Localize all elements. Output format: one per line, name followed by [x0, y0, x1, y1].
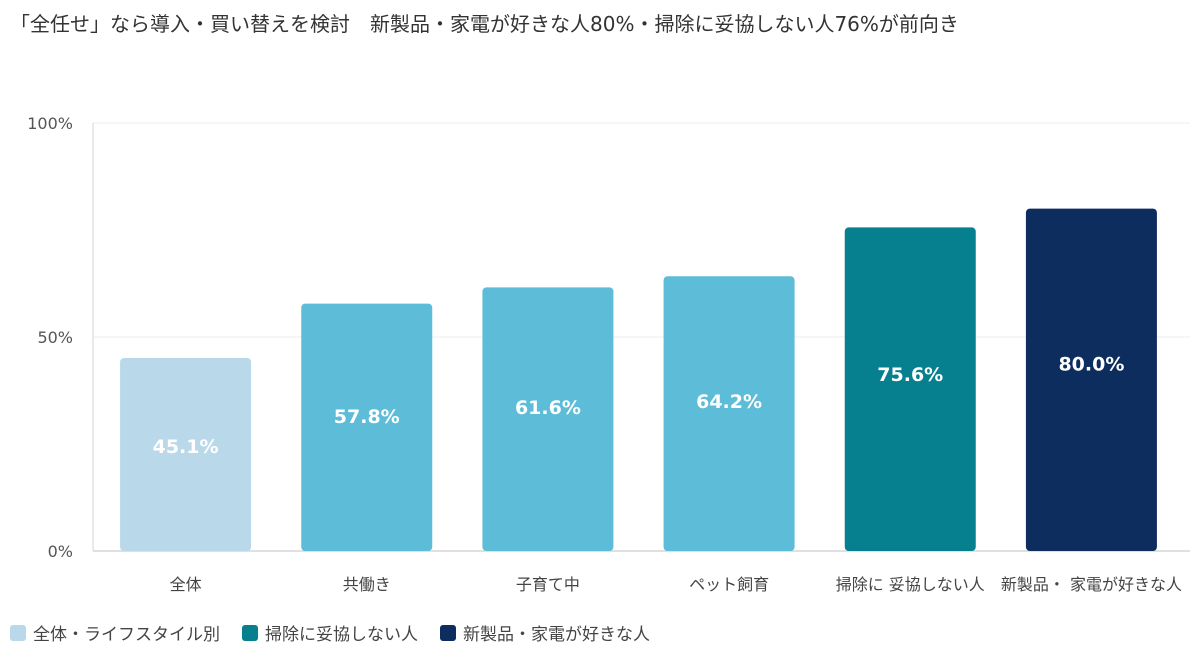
- bar[interactable]: [482, 287, 614, 551]
- bar-value-label: 57.8%: [334, 406, 400, 428]
- bar-value-label: 45.1%: [153, 436, 219, 458]
- chart-title: 「全任せ」なら導入・買い替えを検討 新製品・家電が好きな人80%・掃除に妥協しな…: [10, 12, 959, 36]
- legend-swatch: [242, 624, 258, 641]
- x-tick-label: 掃除に 妥協しない人: [836, 575, 985, 594]
- y-tick-label: 100%: [27, 114, 73, 133]
- legend-label: 全体・ライフスタイル別: [33, 625, 220, 645]
- x-tick-label: 全体: [170, 575, 202, 594]
- legend-item-cleaning[interactable]: 掃除に妥協しない人: [242, 620, 418, 645]
- legend-label: 新製品・家電が好きな人: [463, 625, 650, 645]
- x-tick-label: ペット飼育: [689, 575, 769, 594]
- legend-swatch: [10, 624, 26, 641]
- bar-value-label: 61.6%: [515, 397, 581, 419]
- bar[interactable]: [844, 227, 976, 551]
- x-tick-label: 子育て中: [516, 575, 580, 594]
- chart-legend: 全体・ライフスタイル別 掃除に妥協しない人 新製品・家電が好きな人: [10, 620, 650, 645]
- legend-item-overall[interactable]: 全体・ライフスタイル別: [10, 620, 220, 645]
- x-tick-label: 新製品・ 家電が好きな人: [1001, 575, 1182, 594]
- bar[interactable]: [1025, 208, 1157, 551]
- y-tick-label: 0%: [48, 542, 73, 561]
- legend-label: 掃除に妥協しない人: [265, 625, 418, 645]
- y-tick-label: 50%: [37, 328, 73, 347]
- legend-item-new-products[interactable]: 新製品・家電が好きな人: [440, 620, 650, 645]
- bar[interactable]: [120, 357, 252, 551]
- bar-value-label: 80.0%: [1058, 354, 1124, 376]
- bar[interactable]: [663, 276, 795, 551]
- x-tick-label: 共働き: [343, 575, 391, 594]
- bar[interactable]: [301, 303, 433, 551]
- legend-swatch: [440, 624, 456, 641]
- bar-value-label: 75.6%: [877, 364, 943, 386]
- bar-value-label: 64.2%: [696, 391, 762, 413]
